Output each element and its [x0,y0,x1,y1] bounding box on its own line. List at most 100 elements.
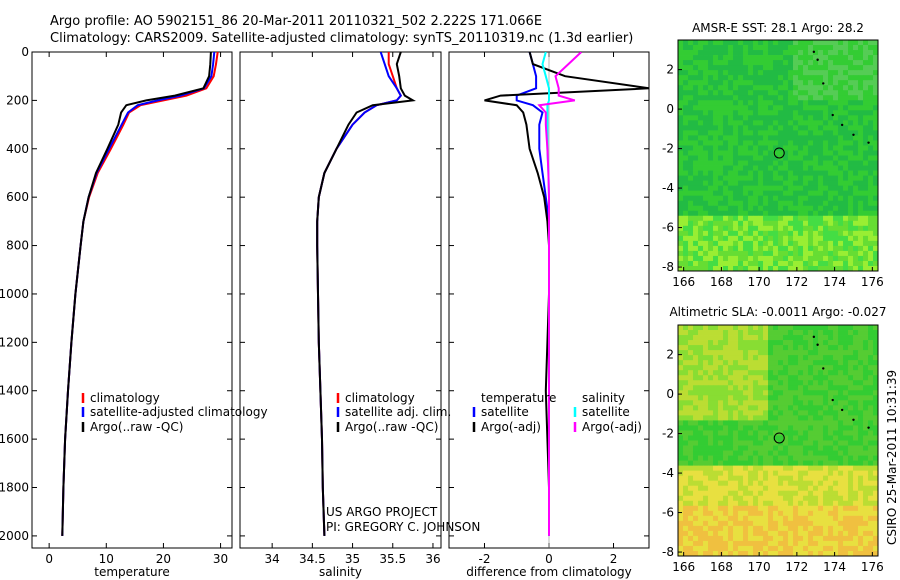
sst_map-cell [808,65,814,71]
sla_map-cell [733,445,739,451]
sst_map-cell [758,90,764,96]
sla_map-cell [763,480,769,487]
sst_map-cell [783,195,789,202]
sla_map-cell [793,490,799,497]
sst_map-cell [838,100,844,106]
sst_map-cell [778,55,784,61]
sst_map-cell [723,220,729,227]
sla_map-cell [713,350,719,356]
sla_map-cell [758,450,764,456]
sst_map-cell [803,255,809,262]
sst_map-cell [853,70,859,76]
sla_map-cell [873,325,879,331]
sst_map-cell [813,100,819,106]
sst_map-cell [853,175,859,182]
sla_map-cell [748,490,754,497]
sla_map-cell [748,350,754,356]
sst_map-cell [688,100,694,106]
sst_map-cell [713,205,719,212]
sla_map-cell [773,355,779,361]
sla_map-cell [773,435,779,441]
sst_map-cell [798,125,804,131]
sla_map-cell [738,535,744,542]
sst_map-cell [778,40,784,46]
sst_map-cell [738,220,744,227]
sst_map-cell [778,245,784,252]
sst_map-cell [733,115,739,121]
sst_map-cell [803,215,809,222]
sst_map-cell [698,235,704,242]
sla_map-cell [763,385,769,391]
sst_map-cell [693,190,699,197]
difference-series-salinity-argo-adj- [537,52,582,536]
sla_map-cell [783,465,789,472]
sst_map-cell [788,265,794,272]
sst_map-cell [708,95,714,101]
sla_map-cell [713,525,719,532]
sst_map-cell [858,60,864,66]
sla_map-cell [833,510,839,517]
sst_map-cell [733,255,739,262]
credit-csiro: CSIRO 25-Mar-2011 10:31:39 [885,370,899,545]
sla_map-cell [753,385,759,391]
sst_map-cell [748,130,754,136]
sst_map-cell [813,210,819,217]
sst_map-cell [708,75,714,81]
sla_map-cell [843,490,849,497]
sst_map-cell [768,155,774,161]
sla_map-cell [768,540,774,547]
sla_map-cell [698,335,704,341]
sla_map-cell [868,505,874,512]
sla_map-cell [743,350,749,356]
sla_map-cell [813,325,819,331]
sst_map-cell [798,185,804,192]
sst_map-cell [763,250,769,257]
sst_map-cell [768,165,774,171]
sla_map-cell [763,335,769,341]
sst_map-cell [713,215,719,222]
sst_map-cell [738,120,744,126]
sst_map-cell [683,190,689,197]
sst_map-cell [813,40,819,46]
sst_map-cell [873,225,879,232]
sst_map-cell [813,235,819,242]
sla_map-cell [773,550,779,557]
sla_map-cell [838,400,844,406]
sst_map-cell [773,230,779,237]
sla_map-cell [813,420,819,426]
sla_map-cell [788,515,794,522]
sla_map-cell [763,460,769,467]
sla_map-cell [703,455,709,461]
sla_map-cell [853,325,859,331]
sst_map-cell [823,140,829,146]
sla_map-cell [798,325,804,331]
sst_map-xtick-label: 168 [710,275,733,289]
sst_map-cell [678,265,684,272]
sla_map-cell [798,460,804,467]
sst_map-cell [858,110,864,116]
sst_map-cell [858,135,864,141]
sla_map-cell [758,370,764,376]
sst_map-cell [808,145,814,151]
sla_map-cell [678,505,684,512]
sst_map-cell [733,45,739,51]
sla_map-cell [763,550,769,557]
sla_map-cell [858,510,864,517]
sst_map-cell [773,265,779,272]
sla_map-cell [738,340,744,346]
sla_map-cell [683,350,689,356]
sla_map-cell [783,450,789,456]
sla_map-cell [703,425,709,431]
sst_map-cell [733,190,739,197]
sla_map-cell [693,435,699,441]
sla_map-cell [778,480,784,487]
sst_map-cell [863,140,869,146]
sla_map-cell [748,455,754,461]
sst_map-cell [778,190,784,197]
sla_map-cell [808,410,814,416]
sst_map-cell [713,170,719,176]
sst_map-cell [723,185,729,192]
sla_map-cell [863,445,869,451]
sla_map-cell [723,530,729,537]
sst_map-cell [698,130,704,136]
